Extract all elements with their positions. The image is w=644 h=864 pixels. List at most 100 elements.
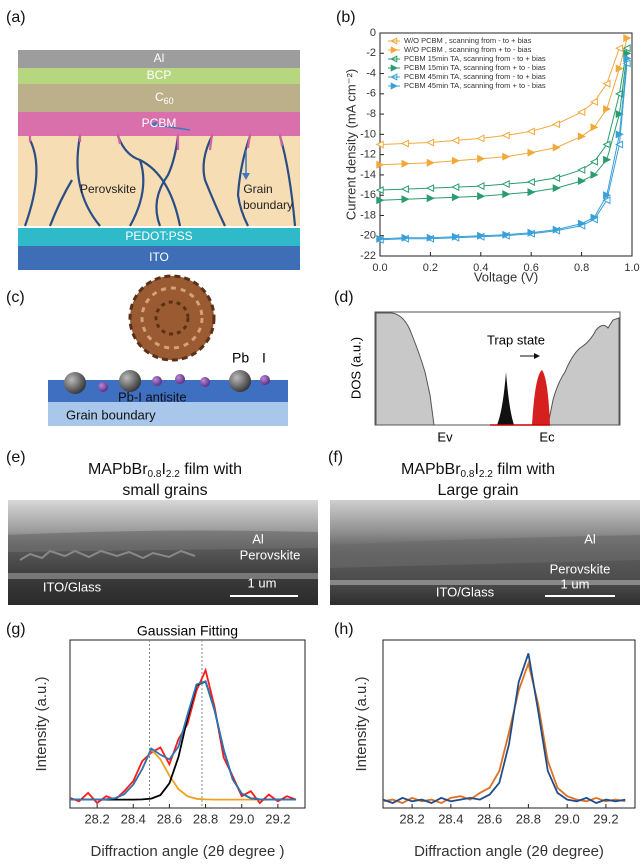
marker [527, 148, 536, 157]
layer-label: Al [154, 51, 165, 65]
atom-label: Pb [232, 350, 249, 366]
pcbm-gb [28, 133, 284, 151]
marker [526, 177, 535, 187]
marker [589, 97, 598, 106]
x-tick-label: 28.2 [84, 811, 109, 826]
series-line [382, 653, 626, 804]
marker [603, 155, 612, 164]
layer-bcp [18, 68, 300, 84]
series-line [70, 747, 296, 801]
layer-label: C60 [155, 90, 174, 106]
label: Ec [539, 429, 555, 444]
marker [451, 136, 460, 145]
marker [451, 232, 460, 241]
marker [376, 196, 385, 205]
x-tick-label: 0.2 [423, 262, 438, 274]
subscript: 0.8 [148, 469, 162, 480]
label: Ev [437, 429, 453, 444]
antisite-diagram: Pb I Pb-I antisite Grain boundary [48, 274, 288, 426]
layer-perovskite [18, 136, 300, 226]
gb [48, 135, 101, 227]
marker [502, 230, 511, 239]
panel-label: (c) [6, 289, 25, 306]
y-axis-label: Current density (mA cm⁻²) [343, 69, 358, 220]
marker [623, 34, 632, 43]
panel-label: (d) [334, 289, 354, 306]
label: Pb-I antisite [118, 389, 187, 404]
text: I [161, 461, 165, 478]
layer-label: BCP [147, 68, 172, 82]
marker [603, 191, 612, 200]
series-line [70, 680, 296, 801]
x-tick-label: 28.6 [157, 811, 182, 826]
x-tick-label: 29.0 [229, 811, 254, 826]
marker [426, 138, 435, 147]
marker [623, 54, 632, 63]
panel-label: (a) [6, 9, 26, 26]
marker [426, 233, 435, 242]
x-tick-label: 0.0 [372, 262, 387, 274]
x-tick-label: 0.8 [574, 262, 589, 274]
sem-layer [330, 580, 640, 585]
chart-title: Gaussian Fitting [137, 623, 238, 639]
sem-small-grains: MAPbBr0.8I2.2 film with small grains Al … [8, 461, 318, 605]
sem-label: ITO/Glass [43, 579, 102, 594]
subscript: 60 [164, 96, 174, 106]
sem-layer [8, 530, 318, 552]
text: MAPbBr [88, 461, 148, 478]
y-tick-label: -20 [360, 230, 376, 242]
text: MAPbBr [401, 461, 461, 478]
scale-label: 1 um [561, 576, 590, 591]
y-tick-label: -18 [360, 209, 376, 221]
label: Trap state [487, 332, 545, 347]
x-tick-label: 1.0 [624, 262, 639, 274]
y-tick-label: -6 [366, 88, 376, 100]
gb [116, 135, 182, 227]
panel-label: (b) [336, 9, 356, 26]
grain-boundary-layer [48, 402, 288, 426]
marker [577, 165, 586, 174]
atom-label: I [262, 350, 266, 366]
marker [615, 64, 624, 73]
marker [577, 219, 586, 228]
panel-label: (e) [6, 449, 26, 466]
y-tick-label: -8 [366, 108, 376, 120]
x-tick-label: 28.6 [477, 811, 502, 826]
layer-pedot [18, 228, 300, 246]
marker [401, 195, 410, 204]
marker [623, 49, 632, 58]
layer-label: PCBM [142, 116, 177, 130]
x-tick-label: 0.6 [524, 262, 539, 274]
series-line [70, 680, 296, 801]
legend-label: PCBM 45min TA, scanning from + to - bias [404, 81, 546, 90]
region-label: boundary [243, 198, 293, 212]
y-axis-label: Intensity (a.u.) [33, 676, 50, 771]
marker [602, 140, 611, 149]
x-axis-label: Diffraction angle (2θ degree ) [90, 843, 284, 860]
marker [502, 190, 511, 199]
y-tick-label: -22 [360, 250, 376, 262]
panel-label: (g) [6, 621, 26, 638]
y-tick-label: -10 [360, 128, 376, 140]
x-tick-label: 29.2 [593, 811, 618, 826]
marker [477, 154, 486, 163]
sem-label: Perovskite [240, 547, 301, 562]
valence-band [375, 312, 435, 426]
pb-atom [64, 372, 86, 394]
marker [401, 159, 410, 168]
marker [400, 139, 409, 148]
marker [590, 123, 599, 132]
series-line [382, 660, 626, 804]
x-tick-label: 29.2 [265, 811, 290, 826]
region-label: Grain [243, 182, 272, 196]
text: film with [493, 461, 555, 478]
marker [375, 186, 384, 195]
layer-pcbm [18, 112, 300, 136]
marker [426, 158, 435, 167]
marker [552, 173, 561, 182]
pcbm-fill [28, 133, 284, 151]
marker [502, 152, 511, 161]
c60-bonds [128, 274, 216, 362]
marker [577, 108, 586, 117]
